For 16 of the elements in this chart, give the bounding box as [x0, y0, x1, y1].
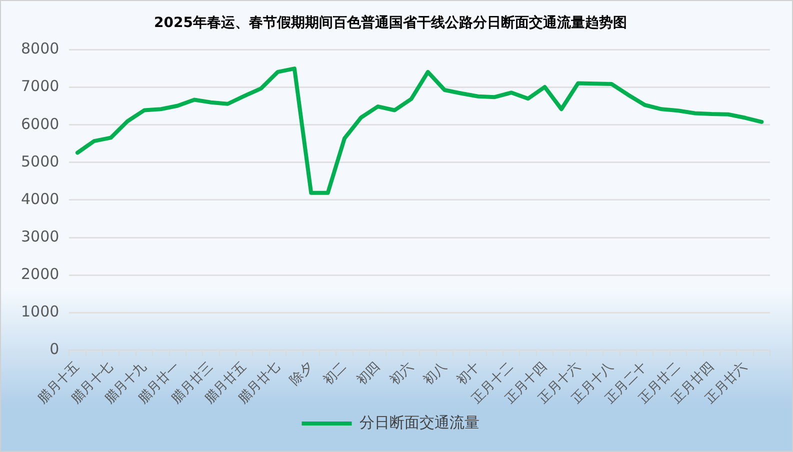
x-tick-label: 初八: [420, 359, 450, 388]
y-tick-label: 7000: [20, 77, 60, 96]
y-tick-label: 8000: [20, 40, 60, 58]
y-tick-label: 2000: [20, 264, 60, 283]
x-tick-label: 除夕: [287, 359, 316, 388]
y-tick-label: 0: [50, 340, 60, 358]
x-tick-label: 初二: [320, 359, 350, 388]
x-tick-label: 初四: [354, 359, 384, 388]
x-tick-label: 初六: [387, 359, 416, 388]
y-tick-label: 1000: [20, 302, 60, 321]
y-tick-label: 4000: [20, 190, 60, 208]
y-tick-label: 5000: [20, 152, 60, 170]
y-tick-label: 3000: [20, 227, 60, 246]
chart-title: 2025年春运、春节假期期间百色普通国省干线公路分日断面交通流量趋势图: [154, 14, 627, 32]
legend-label: 分日断面交通流量: [359, 413, 480, 432]
y-tick-label: 6000: [20, 114, 60, 133]
